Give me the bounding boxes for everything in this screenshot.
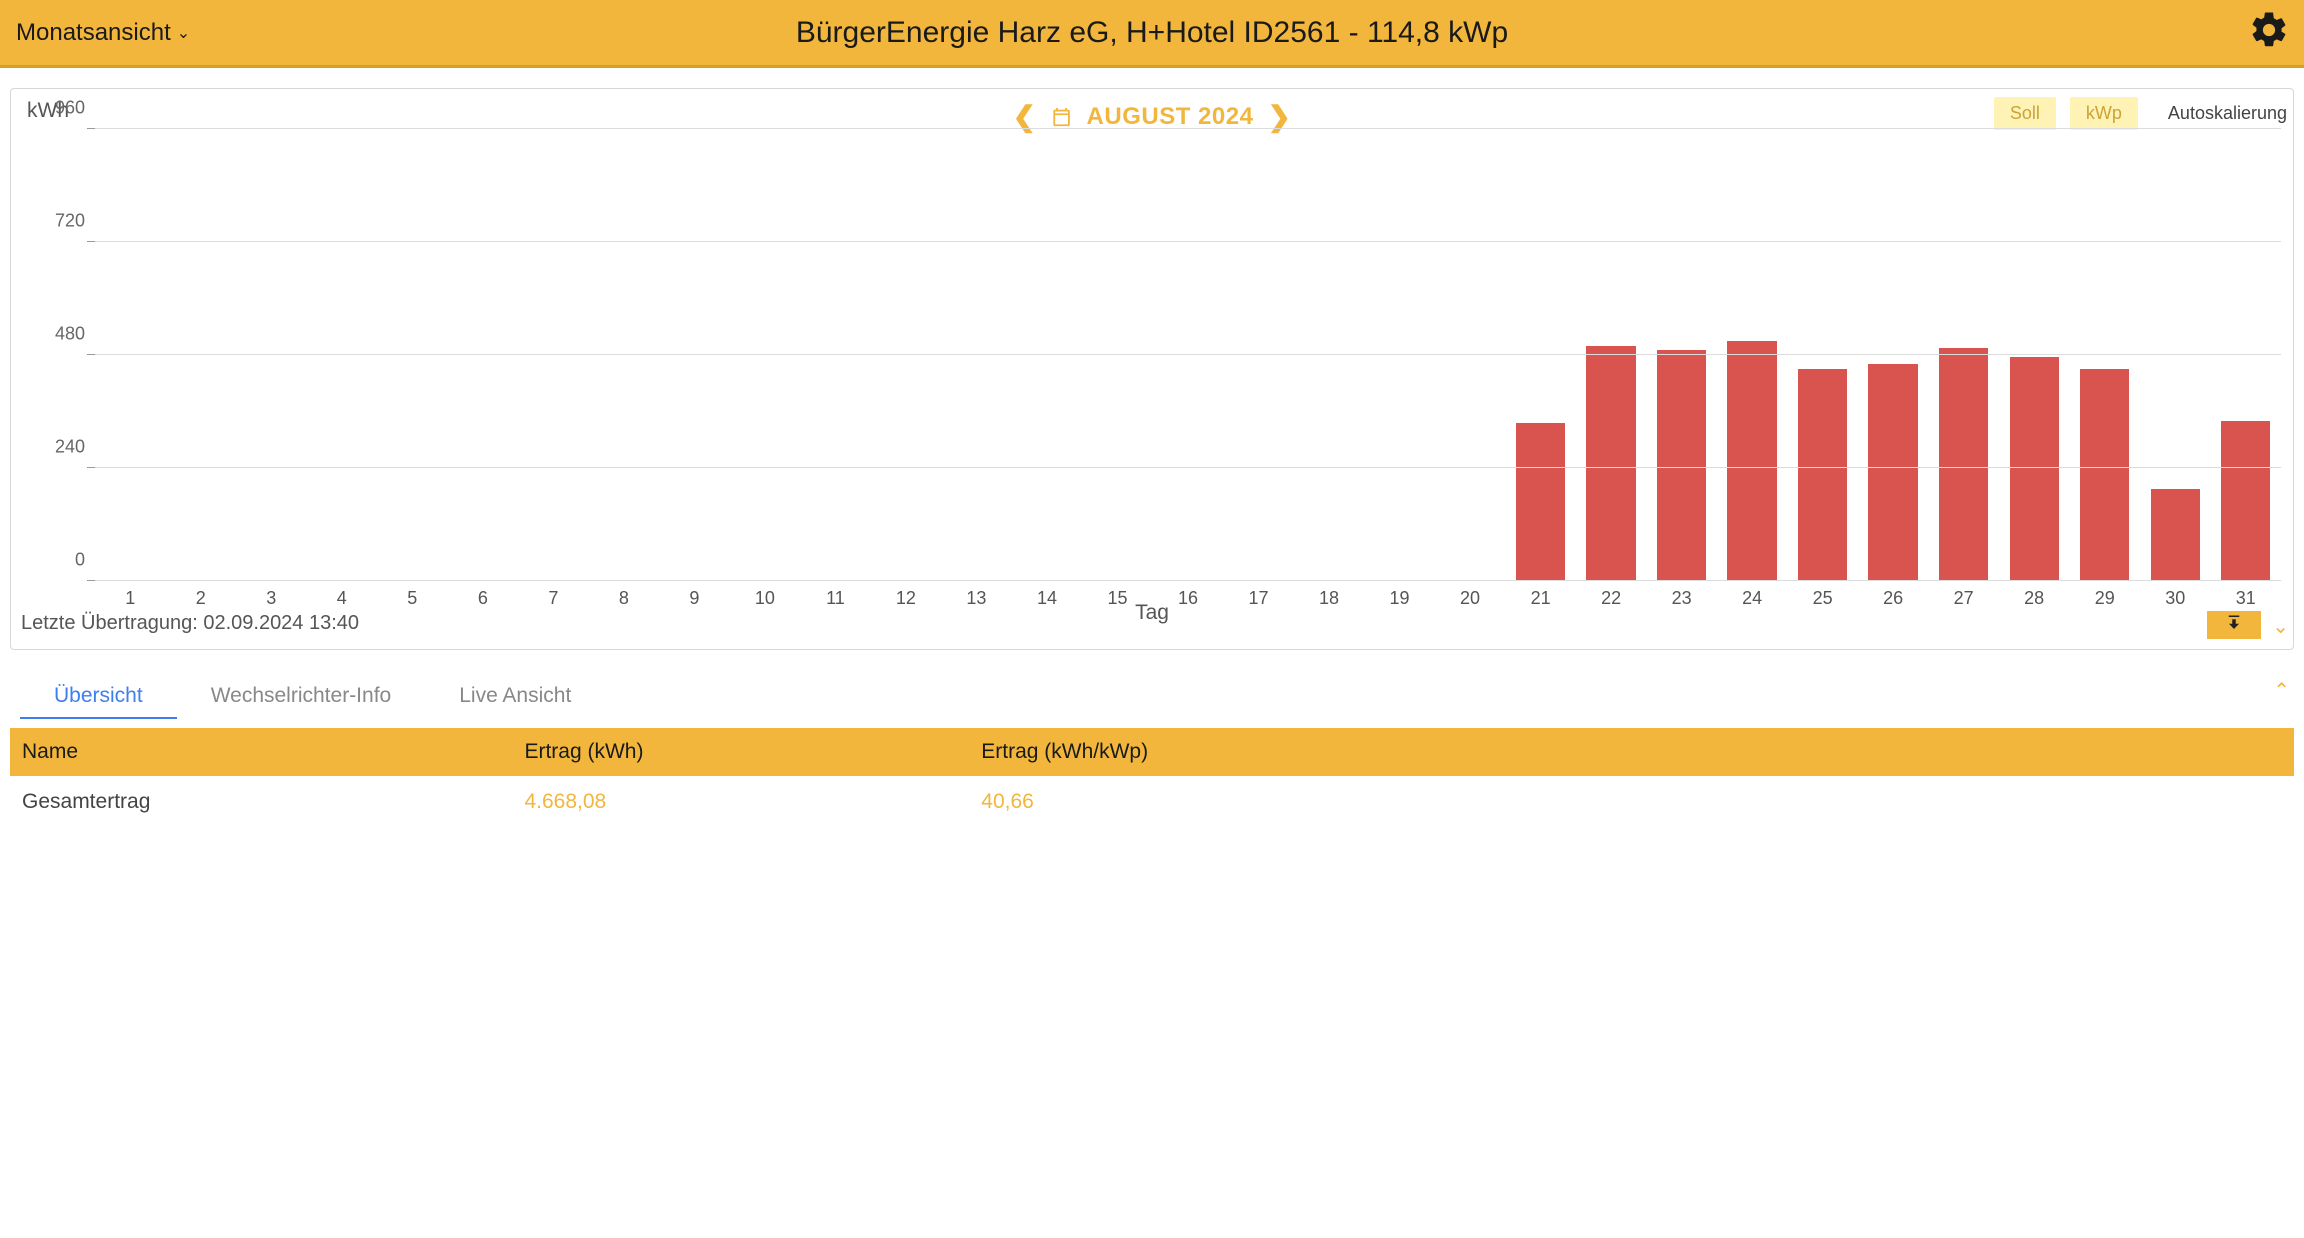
x-tick-label: 15 bbox=[1107, 588, 1127, 609]
x-tick-label: 9 bbox=[689, 588, 699, 609]
chart-plot-area: 0240480720960123456789101112131415161718… bbox=[95, 129, 2281, 581]
x-tick-label: 10 bbox=[755, 588, 775, 609]
autoscale-button[interactable]: Autoskalierung bbox=[2152, 97, 2293, 130]
x-tick-label: 6 bbox=[478, 588, 488, 609]
kwp-button[interactable]: kWp bbox=[2070, 97, 2138, 130]
x-tick-label: 27 bbox=[1954, 588, 1974, 609]
x-tick-label: 29 bbox=[2095, 588, 2115, 609]
collapse-details-button[interactable]: ⌃ bbox=[2273, 678, 2290, 703]
y-tick-label: 960 bbox=[55, 98, 85, 119]
chevron-down-icon: ⌄ bbox=[177, 23, 190, 43]
gridline bbox=[95, 467, 2281, 468]
tab--bersicht[interactable]: Übersicht bbox=[50, 678, 147, 718]
y-tick-label: 720 bbox=[55, 211, 85, 232]
x-tick-label: 28 bbox=[2024, 588, 2044, 609]
chart-bars-container bbox=[95, 129, 2281, 581]
cell-kwh-kwp: 40,66 bbox=[969, 776, 2294, 820]
summary-table: Name Ertrag (kWh) Ertrag (kWh/kWp) Gesam… bbox=[10, 728, 2294, 820]
tab-live-ansicht[interactable]: Live Ansicht bbox=[455, 678, 575, 718]
page-title: BürgerEnergie Harz eG, H+Hotel ID2561 - … bbox=[796, 16, 1508, 50]
period-label: AUGUST 2024 bbox=[1087, 103, 1254, 131]
cell-kwh: 4.668,08 bbox=[512, 776, 969, 820]
x-tick-label: 25 bbox=[1813, 588, 1833, 609]
y-tick-mark bbox=[87, 580, 95, 581]
chart-bar[interactable] bbox=[1727, 341, 1776, 581]
y-tick-mark bbox=[87, 467, 95, 468]
chart-bar[interactable] bbox=[2080, 369, 2129, 581]
prev-period-button[interactable]: ❮ bbox=[1013, 103, 1037, 131]
x-tick-label: 24 bbox=[1742, 588, 1762, 609]
chart-card: kWh ❮ AUGUST 2024 ❯ Soll kWp Autoskalier… bbox=[10, 88, 2294, 650]
download-icon bbox=[2225, 614, 2243, 637]
y-tick-mark bbox=[87, 128, 95, 129]
x-tick-label: 13 bbox=[966, 588, 986, 609]
chart-bar[interactable] bbox=[2151, 489, 2200, 581]
tab-wechselrichter-info[interactable]: Wechselrichter-Info bbox=[207, 678, 396, 718]
calendar-icon[interactable] bbox=[1051, 106, 1073, 128]
x-tick-label: 2 bbox=[196, 588, 206, 609]
x-tick-label: 19 bbox=[1390, 588, 1410, 609]
header-bar: Monatsansicht ⌄ BürgerEnergie Harz eG, H… bbox=[0, 0, 2304, 68]
x-tick-label: 7 bbox=[548, 588, 558, 609]
gridline bbox=[95, 580, 2281, 581]
gear-icon bbox=[2248, 38, 2290, 55]
chart-buttons: Soll kWp Autoskalierung bbox=[1994, 97, 2293, 130]
y-tick-mark bbox=[87, 241, 95, 242]
col-kwh-kwp: Ertrag (kWh/kWp) bbox=[969, 728, 2294, 776]
cell-name: Gesamtertrag bbox=[10, 776, 512, 820]
y-tick-label: 240 bbox=[55, 437, 85, 458]
chart-bar[interactable] bbox=[1868, 364, 1917, 581]
y-tick-label: 0 bbox=[75, 550, 85, 571]
x-tick-label: 20 bbox=[1460, 588, 1480, 609]
gridline bbox=[95, 241, 2281, 242]
chart-bar[interactable] bbox=[1586, 346, 1635, 581]
chart-bar[interactable] bbox=[2221, 421, 2270, 581]
view-selector[interactable]: Monatsansicht ⌄ bbox=[16, 19, 190, 47]
col-name: Name bbox=[10, 728, 512, 776]
x-tick-label: 17 bbox=[1249, 588, 1269, 609]
x-tick-label: 30 bbox=[2165, 588, 2185, 609]
x-tick-label: 3 bbox=[266, 588, 276, 609]
x-tick-label: 12 bbox=[896, 588, 916, 609]
y-tick-label: 480 bbox=[55, 324, 85, 345]
next-period-button[interactable]: ❯ bbox=[1267, 103, 1291, 131]
x-tick-label: 5 bbox=[407, 588, 417, 609]
x-tick-label: 14 bbox=[1037, 588, 1057, 609]
chart-bar[interactable] bbox=[1798, 369, 1847, 581]
gridline bbox=[95, 354, 2281, 355]
x-tick-label: 23 bbox=[1672, 588, 1692, 609]
table-row: Gesamtertrag4.668,0840,66 bbox=[10, 776, 2294, 820]
x-tick-label: 4 bbox=[337, 588, 347, 609]
table-header-row: Name Ertrag (kWh) Ertrag (kWh/kWp) bbox=[10, 728, 2294, 776]
x-tick-label: 22 bbox=[1601, 588, 1621, 609]
x-tick-label: 21 bbox=[1531, 588, 1551, 609]
x-tick-label: 8 bbox=[619, 588, 629, 609]
settings-button[interactable] bbox=[2248, 9, 2290, 56]
chart-bar[interactable] bbox=[2010, 357, 2059, 581]
last-update-label: Letzte Übertragung: 02.09.2024 13:40 bbox=[21, 612, 359, 635]
x-tick-label: 31 bbox=[2236, 588, 2256, 609]
chart-x-label: Tag bbox=[1135, 601, 1169, 625]
view-selector-label: Monatsansicht bbox=[16, 19, 171, 47]
x-tick-label: 26 bbox=[1883, 588, 1903, 609]
download-button[interactable] bbox=[2207, 611, 2261, 639]
chart-bar[interactable] bbox=[1516, 423, 1565, 581]
expand-chart-button[interactable]: ⌄ bbox=[2272, 614, 2289, 639]
tabs-bar: Übersicht Wechselrichter-Info Live Ansicht bbox=[10, 668, 2294, 728]
soll-button[interactable]: Soll bbox=[1994, 97, 2056, 130]
chart-bar[interactable] bbox=[1657, 350, 1706, 581]
chart-bar[interactable] bbox=[1939, 348, 1988, 581]
x-tick-label: 11 bbox=[826, 588, 845, 609]
x-tick-label: 16 bbox=[1178, 588, 1198, 609]
y-tick-mark bbox=[87, 354, 95, 355]
period-picker: ❮ AUGUST 2024 ❯ bbox=[1013, 103, 1292, 131]
col-kwh: Ertrag (kWh) bbox=[512, 728, 969, 776]
gridline bbox=[95, 128, 2281, 129]
x-tick-label: 18 bbox=[1319, 588, 1339, 609]
details-panel: Übersicht Wechselrichter-Info Live Ansicht… bbox=[10, 668, 2294, 820]
x-tick-label: 1 bbox=[125, 588, 135, 609]
